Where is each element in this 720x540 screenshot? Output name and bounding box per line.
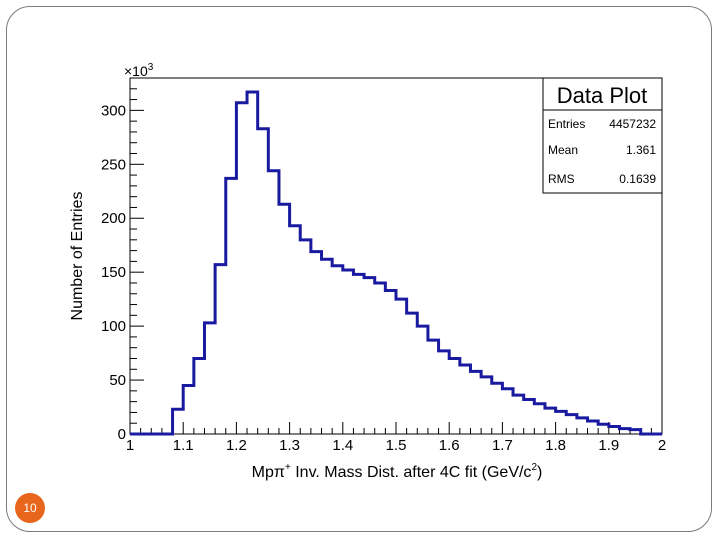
stats-box-title: Data Plot xyxy=(557,83,648,108)
stats-rms-value: 0.1639 xyxy=(619,172,656,186)
y-tick-label: 150 xyxy=(101,264,126,281)
stats-box: Data Plot Entries 4457232 Mean 1.361 RMS… xyxy=(542,77,663,194)
y-exponent-label: ×103 xyxy=(124,62,154,79)
stats-entries-label: Entries xyxy=(548,117,585,131)
x-tick-labels: 1 1.1 1.2 1.3 1.4 1.5 1.6 1.7 1.8 1.9 2 xyxy=(126,437,666,454)
x-tick-label: 1.6 xyxy=(439,437,460,454)
y-tick-label: 100 xyxy=(101,318,126,335)
x-tick-label: 1 xyxy=(126,437,134,454)
x-tick-label: 1.3 xyxy=(279,437,300,454)
y-tick-label: 200 xyxy=(101,210,126,227)
x-tick-label: 1.4 xyxy=(332,437,353,454)
y-tick-label: 0 xyxy=(118,426,126,443)
axis-ticks xyxy=(129,77,663,435)
stats-entries-value: 4457232 xyxy=(609,117,656,131)
stats-mean-label: Mean xyxy=(548,143,578,157)
histogram-line xyxy=(130,90,662,436)
x-tick-label: 1.5 xyxy=(386,437,407,454)
x-tick-label: 1.1 xyxy=(173,437,194,454)
x-tick-label: 1.9 xyxy=(598,437,619,454)
y-tick-label: 50 xyxy=(109,372,126,389)
y-axis-label: Number of Entries xyxy=(69,192,86,321)
y-tick-labels: 0 50 100 150 200 250 300 xyxy=(101,102,126,443)
x-tick-label: 1.7 xyxy=(492,437,513,454)
x-tick-label: 2 xyxy=(658,437,666,454)
y-tick-label: 250 xyxy=(101,156,126,173)
stats-rms-label: RMS xyxy=(548,172,575,186)
x-tick-label: 1.8 xyxy=(545,437,566,454)
x-tick-label: 1.2 xyxy=(226,437,247,454)
x-axis-label: Mpπ+ Inv. Mass Dist. after 4C fit (GeV/c… xyxy=(252,462,543,481)
y-tick-label: 300 xyxy=(101,102,126,119)
slide-number-badge: 10 xyxy=(15,493,45,523)
stats-mean-value: 1.361 xyxy=(626,143,656,157)
